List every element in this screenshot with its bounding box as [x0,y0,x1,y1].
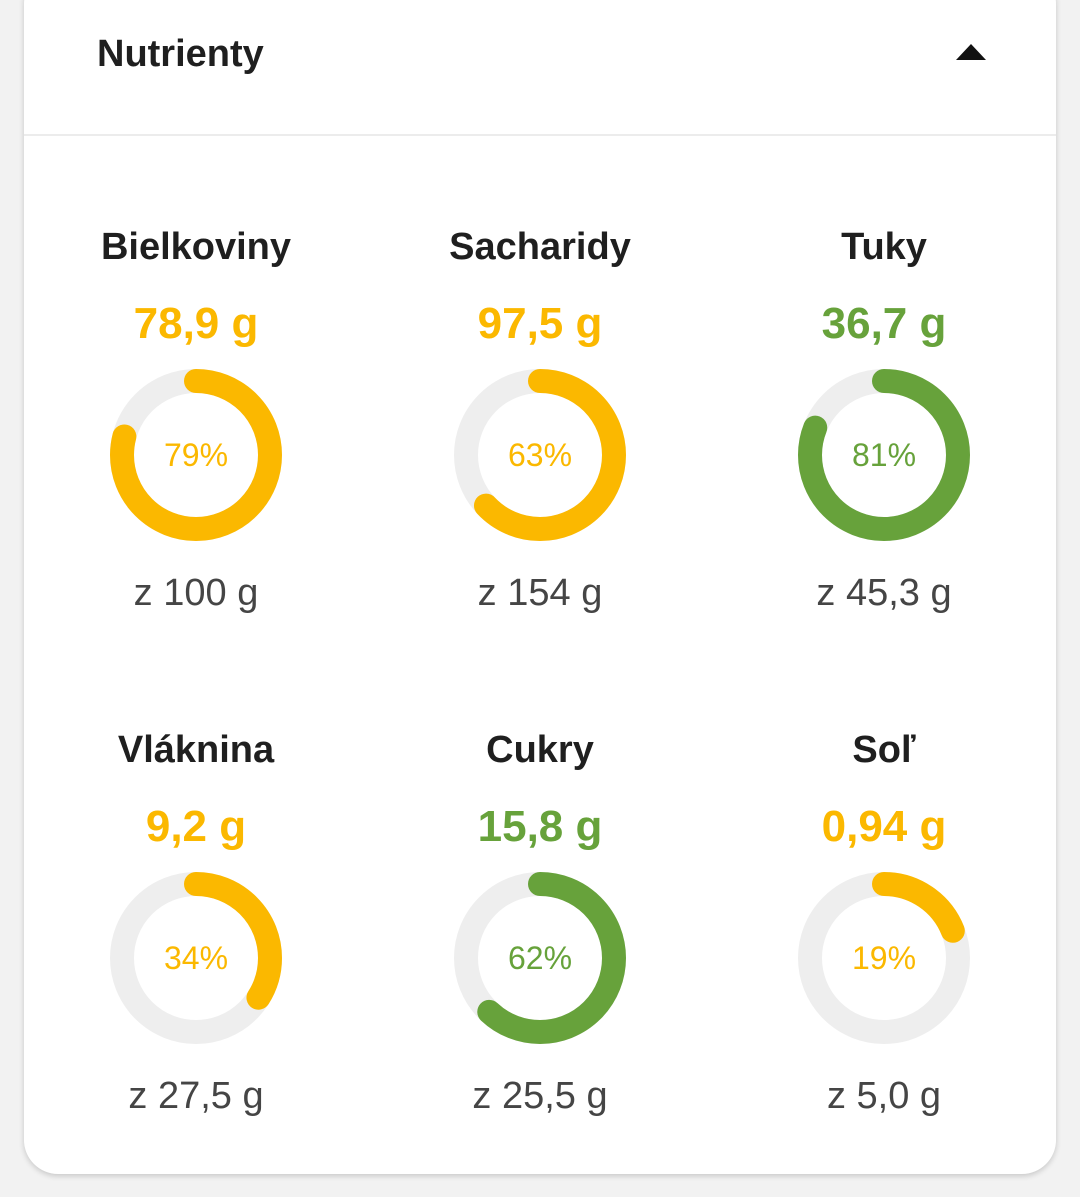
nutrient-percent: 19% [851,940,917,976]
nutrient-name: Soľ [852,729,916,771]
nutrient-name: Sacharidy [449,226,631,268]
nutrient-value: 9,2 g [145,802,247,851]
nutrient-value: 0,94 g [821,802,947,851]
nutrient-percent: 63% [507,437,573,473]
nutrient-progress-ring: 19% [798,872,970,1044]
nutrients-header[interactable]: Nutrienty [24,0,1056,136]
nutrient-value: 97,5 g [477,299,603,348]
triangle-up-icon[interactable] [956,44,986,60]
nutrient-target: z 45,3 g [816,572,952,614]
nutrients-title: Nutrienty [97,33,264,75]
nutrient-value: 15,8 g [477,802,603,851]
nutrient-tile-vlaknina: Vláknina 9,2 g 34% z 27,5 g [24,728,368,1168]
nutrient-progress-ring: 79% [110,369,282,541]
nutrient-percent: 62% [507,940,573,976]
ring-progress-arc [110,369,282,541]
ring-progress-arc [454,369,626,541]
nutrient-tile-bielkoviny: Bielkoviny 78,9 g 79% z 100 g [24,225,368,665]
nutrient-name: Bielkoviny [100,226,292,268]
nutrient-value: 78,9 g [133,299,259,348]
ring-progress-arc [798,872,970,1044]
nutrients-card: Nutrienty Bielkoviny 78,9 g 79% z 100 g … [24,0,1056,1174]
ring-progress-arc [110,872,282,1044]
nutrient-percent: 34% [163,940,229,976]
nutrient-name: Cukry [486,729,594,771]
nutrient-target: z 154 g [477,572,603,614]
ring-progress-arc [798,369,970,541]
nutrient-name: Vláknina [117,729,275,771]
nutrient-tile-sacharidy: Sacharidy 97,5 g 63% z 154 g [368,225,712,665]
nutrient-progress-ring: 34% [110,872,282,1044]
nutrient-target: z 5,0 g [826,1075,942,1117]
nutrient-tile-tuky: Tuky 36,7 g 81% z 45,3 g [712,225,1056,665]
nutrient-percent: 79% [163,437,229,473]
nutrient-target: z 100 g [133,572,259,614]
nutrient-target: z 27,5 g [128,1075,264,1117]
nutrient-progress-ring: 63% [454,369,626,541]
nutrient-percent: 81% [851,437,917,473]
nutrient-target: z 25,5 g [472,1075,608,1117]
nutrient-progress-ring: 62% [454,872,626,1044]
ring-progress-arc [454,872,626,1044]
nutrient-progress-ring: 81% [798,369,970,541]
nutrient-tile-sol: Soľ 0,94 g 19% z 5,0 g [712,728,1056,1168]
nutrient-name: Tuky [841,226,927,268]
nutrient-tile-cukry: Cukry 15,8 g 62% z 25,5 g [368,728,712,1168]
nutrient-value: 36,7 g [821,299,947,348]
